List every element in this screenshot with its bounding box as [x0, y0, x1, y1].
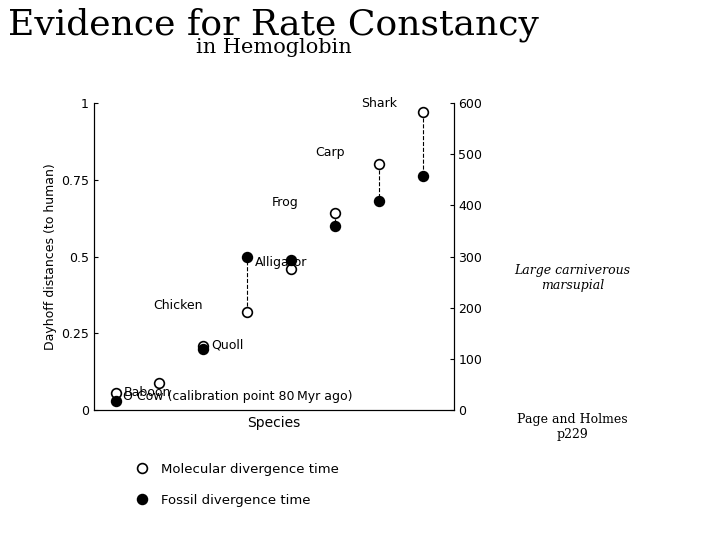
- Point: [417, 107, 428, 116]
- Text: Carp: Carp: [315, 146, 345, 159]
- Text: Large carniverous
marsupial: Large carniverous marsupial: [514, 264, 631, 292]
- Point: [329, 209, 341, 218]
- Text: Baboon: Baboon: [123, 386, 171, 399]
- Point: [373, 197, 384, 205]
- Point: [109, 389, 121, 398]
- Point: [197, 341, 209, 350]
- Point: [329, 221, 341, 230]
- Text: in Hemoglobin: in Hemoglobin: [196, 38, 351, 57]
- Text: Chicken: Chicken: [153, 299, 202, 312]
- Point: [136, 495, 148, 503]
- Point: [285, 265, 297, 273]
- Point: [417, 172, 428, 181]
- Text: Quoll: Quoll: [211, 339, 243, 352]
- Text: Alligator: Alligator: [255, 256, 307, 269]
- Point: [109, 397, 121, 406]
- Point: [373, 160, 384, 168]
- X-axis label: Species: Species: [247, 416, 300, 430]
- Text: Molecular divergence time: Molecular divergence time: [161, 463, 338, 476]
- Y-axis label: Dayhoff distances (to human): Dayhoff distances (to human): [44, 163, 57, 350]
- Text: Page and Holmes
p229: Page and Holmes p229: [517, 413, 628, 441]
- Point: [285, 255, 297, 264]
- Text: Frog: Frog: [271, 195, 298, 209]
- Point: [241, 308, 253, 316]
- Point: [241, 252, 253, 261]
- Text: Fossil divergence time: Fossil divergence time: [161, 494, 310, 508]
- Point: [136, 463, 148, 472]
- Text: Shark: Shark: [361, 97, 397, 110]
- Point: [197, 345, 209, 353]
- Text: Evidence for Rate Constancy: Evidence for Rate Constancy: [8, 7, 539, 42]
- Text: O Cow (calibration point 80 Myr ago): O Cow (calibration point 80 Myr ago): [123, 390, 353, 403]
- Point: [153, 379, 165, 387]
